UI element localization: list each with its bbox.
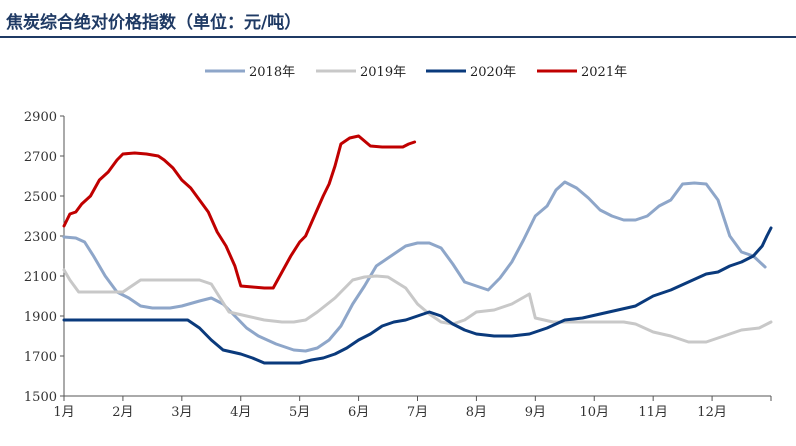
series-line-2019年 <box>62 268 773 344</box>
x-tick-label: 12月 <box>697 405 727 420</box>
x-tick-label: 7月 <box>407 405 428 420</box>
x-tick-label: 3月 <box>171 405 192 420</box>
y-tick-label: 2500 <box>24 190 57 205</box>
legend-label: 2020年 <box>470 65 516 80</box>
x-tick-label: 9月 <box>525 405 546 420</box>
y-tick-label: 1500 <box>24 390 57 405</box>
x-tick-label: 2月 <box>112 405 133 420</box>
series-line-2021年 <box>62 134 417 290</box>
legend-label: 2018年 <box>249 65 295 80</box>
x-tick-label: 5月 <box>289 405 310 420</box>
x-tick-label: 11月 <box>638 405 668 420</box>
chart-title: 焦炭综合绝对价格指数（单位：元/吨） <box>6 13 302 33</box>
y-tick-label: 2700 <box>24 150 57 165</box>
title-underline <box>0 36 796 38</box>
x-tick-label: 1月 <box>53 405 74 420</box>
series-line-2018年 <box>62 180 767 353</box>
x-tick-label: 8月 <box>466 405 487 420</box>
x-tick-label: 10月 <box>579 405 609 420</box>
x-tick-label: 4月 <box>230 405 251 420</box>
legend-label: 2019年 <box>360 65 406 80</box>
legend-label: 2021年 <box>581 65 627 80</box>
y-tick-label: 2100 <box>24 270 57 285</box>
x-tick-label: 6月 <box>348 405 369 420</box>
y-tick-label: 1700 <box>24 350 57 365</box>
series-line-2020年 <box>62 226 773 365</box>
y-tick-label: 2900 <box>24 110 57 125</box>
y-tick-label: 1900 <box>24 310 57 325</box>
y-tick-label: 2300 <box>24 230 57 245</box>
